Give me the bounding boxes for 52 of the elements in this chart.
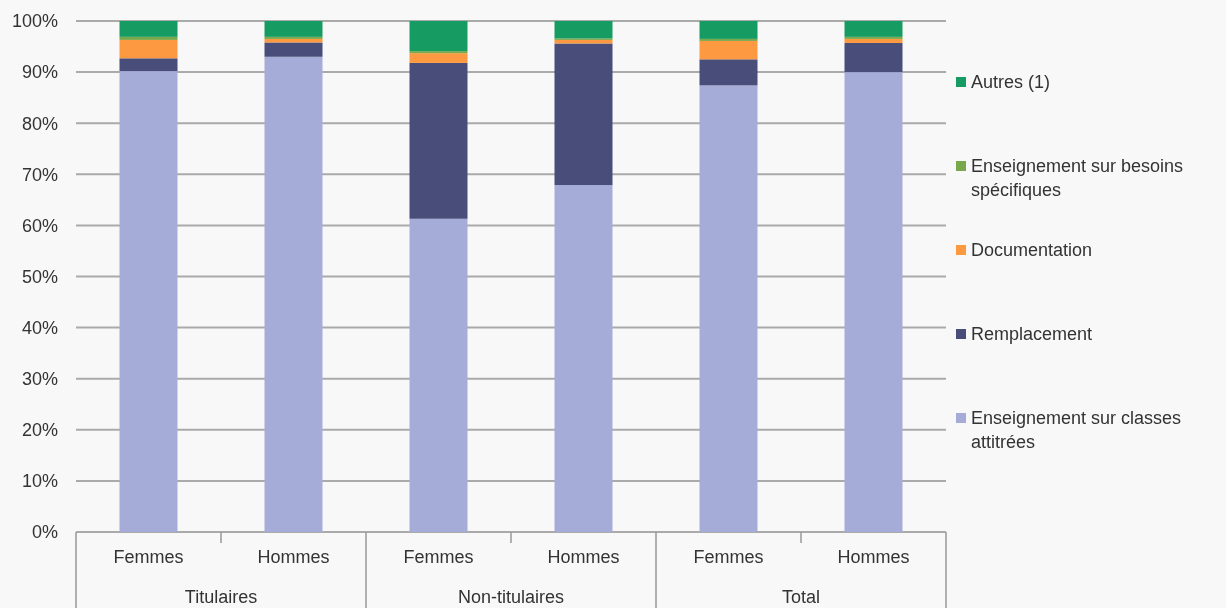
text: Total bbox=[781, 587, 821, 608]
y-tick-label: 90% bbox=[21, 62, 58, 83]
text: Non-titulaires bbox=[457, 587, 565, 608]
bar bbox=[409, 218, 468, 532]
bar bbox=[264, 42, 323, 57]
bar bbox=[554, 185, 613, 532]
x-tick-label: Hommes bbox=[837, 547, 910, 568]
x-tick-label: Hommes bbox=[547, 547, 620, 568]
y-tick-label: 30% bbox=[21, 369, 58, 389]
y-tick-label: 100% bbox=[11, 11, 58, 32]
bar bbox=[119, 58, 178, 72]
y-tick-label: 10% bbox=[21, 471, 58, 492]
bar bbox=[409, 51, 468, 54]
bar bbox=[409, 53, 468, 63]
bar bbox=[119, 39, 178, 59]
bar bbox=[699, 38, 758, 41]
bar bbox=[264, 21, 323, 37]
legend-label: Enseignement sur classes attitrées bbox=[971, 408, 1182, 452]
legend-label: Enseignement sur besoins spécifiques bbox=[971, 156, 1184, 200]
y-tick-label: 0% bbox=[31, 522, 58, 543]
bar bbox=[554, 43, 613, 186]
bar bbox=[844, 72, 903, 532]
bar bbox=[699, 40, 758, 60]
y-tick-label: 50% bbox=[21, 266, 58, 287]
bar bbox=[409, 62, 468, 219]
y-tick-label: 20% bbox=[21, 420, 58, 441]
bar bbox=[844, 21, 903, 37]
x-tick-label: Hommes bbox=[257, 547, 330, 568]
bar bbox=[119, 36, 178, 40]
x-tick-label: Femmes bbox=[113, 547, 184, 568]
bar bbox=[844, 42, 903, 73]
bar bbox=[409, 21, 468, 52]
y-tick-label: 80% bbox=[21, 113, 58, 134]
text: Titulaires bbox=[184, 587, 258, 608]
legend-label: Remplacement bbox=[971, 324, 1093, 345]
y-tick-label: 70% bbox=[21, 164, 58, 185]
bar bbox=[699, 59, 758, 86]
bar bbox=[264, 56, 323, 532]
bar bbox=[844, 36, 903, 39]
legend-label: Autres (1) bbox=[971, 72, 1051, 93]
bar bbox=[554, 21, 613, 39]
bar bbox=[699, 85, 758, 532]
x-tick-label: Femmes bbox=[693, 547, 764, 568]
y-tick-label: 60% bbox=[21, 215, 58, 236]
x-tick-label: Femmes bbox=[403, 547, 474, 568]
y-tick-label: 40% bbox=[21, 317, 58, 338]
bar bbox=[119, 71, 178, 532]
bar bbox=[264, 36, 323, 39]
bar bbox=[844, 38, 903, 43]
bar bbox=[699, 21, 758, 39]
bar bbox=[119, 21, 178, 37]
legend-label: Documentation bbox=[971, 240, 1093, 261]
